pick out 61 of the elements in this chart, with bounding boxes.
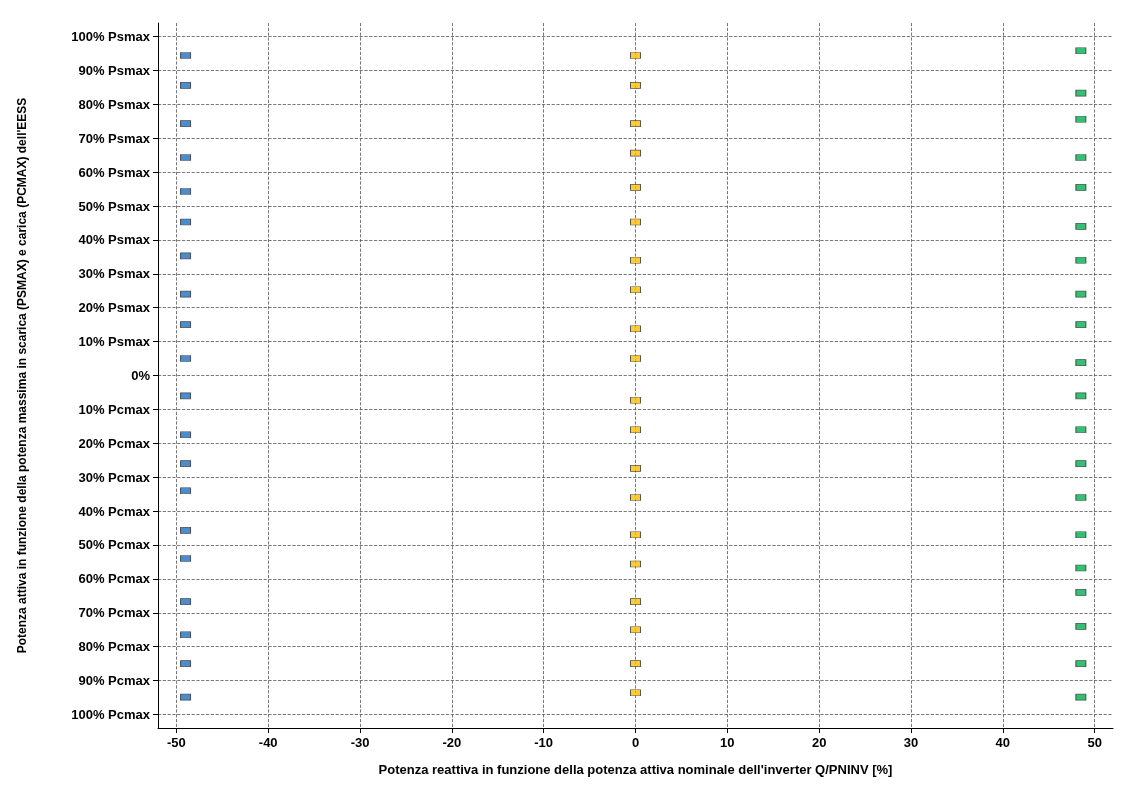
point	[630, 81, 641, 89]
point	[180, 431, 191, 439]
x-axis-title: Potenza reattiva in funzione della potenza attiva nominale dell'inverter Q/PNINV [%]	[378, 762, 893, 777]
point	[630, 183, 641, 191]
x-tick-label: 20	[811, 735, 827, 750]
y-axis-title: Potenza attiva in funzione della potenza massima in scarica (PSMAX) e carica (PCMAX) dell'EESS	[15, 97, 29, 654]
y-tick-label: 40% Psmax	[78, 232, 151, 248]
point	[630, 626, 641, 634]
y-tick-label: 20% Psmax	[78, 300, 151, 316]
x-tick-label: -10	[534, 735, 554, 750]
point	[180, 81, 191, 89]
x-tick-label: -50	[166, 735, 186, 750]
point	[180, 218, 191, 226]
point	[630, 396, 641, 404]
y-tick-label: 90% Psmax	[78, 62, 151, 78]
y-tick-label: 80% Pcmax	[78, 639, 151, 655]
y-tick-label: 100% Psmax	[71, 29, 151, 45]
point	[180, 487, 191, 495]
point	[180, 120, 191, 128]
x-tick-label: -20	[442, 735, 462, 750]
y-tick-label: 80% Psmax	[78, 96, 151, 112]
point	[630, 149, 641, 157]
point	[630, 218, 641, 226]
x-tick-label: 50	[1087, 735, 1102, 750]
point	[630, 426, 641, 434]
y-tick-label: 0%	[131, 368, 151, 383]
x-tick-label: 30	[903, 735, 919, 750]
y-tick-label: 50% Psmax	[78, 198, 151, 214]
y-tick-label: 100% Pcmax	[71, 706, 151, 722]
y-tick-label: 30% Pcmax	[78, 469, 151, 485]
point	[180, 693, 191, 701]
x-tick-label: -40	[258, 735, 278, 750]
point	[630, 689, 641, 697]
point	[180, 321, 191, 329]
y-tick-label: 10% Psmax	[78, 334, 151, 350]
point	[180, 392, 191, 400]
y-tick-label: 70% Psmax	[78, 130, 151, 146]
point	[630, 286, 641, 294]
point	[180, 252, 191, 260]
x-tick-label: 10	[720, 735, 735, 750]
x-tick-label: 0	[631, 735, 640, 750]
point	[630, 531, 641, 539]
y-tick-label: 50% Pcmax	[78, 537, 151, 553]
point	[180, 290, 191, 298]
x-tick-label: -30	[350, 735, 370, 750]
y-tick-label: 20% Pcmax	[78, 435, 151, 451]
point	[630, 560, 641, 568]
y-tick-label: 10% Pcmax	[78, 401, 151, 417]
point	[180, 460, 191, 468]
y-tick-label: 70% Pcmax	[78, 605, 151, 621]
y-tick-label: 40% Pcmax	[78, 503, 151, 519]
point	[180, 631, 191, 639]
y-tick-label: 30% Psmax	[78, 266, 151, 282]
point	[630, 120, 641, 128]
y-tick-label: 60% Psmax	[78, 164, 151, 180]
point	[630, 464, 641, 472]
point	[630, 325, 641, 333]
point	[630, 256, 641, 264]
x-tick-label: 40	[995, 735, 1011, 750]
y-tick-label: 90% Pcmax	[78, 673, 151, 689]
y-tick-label: 60% Pcmax	[78, 571, 151, 587]
